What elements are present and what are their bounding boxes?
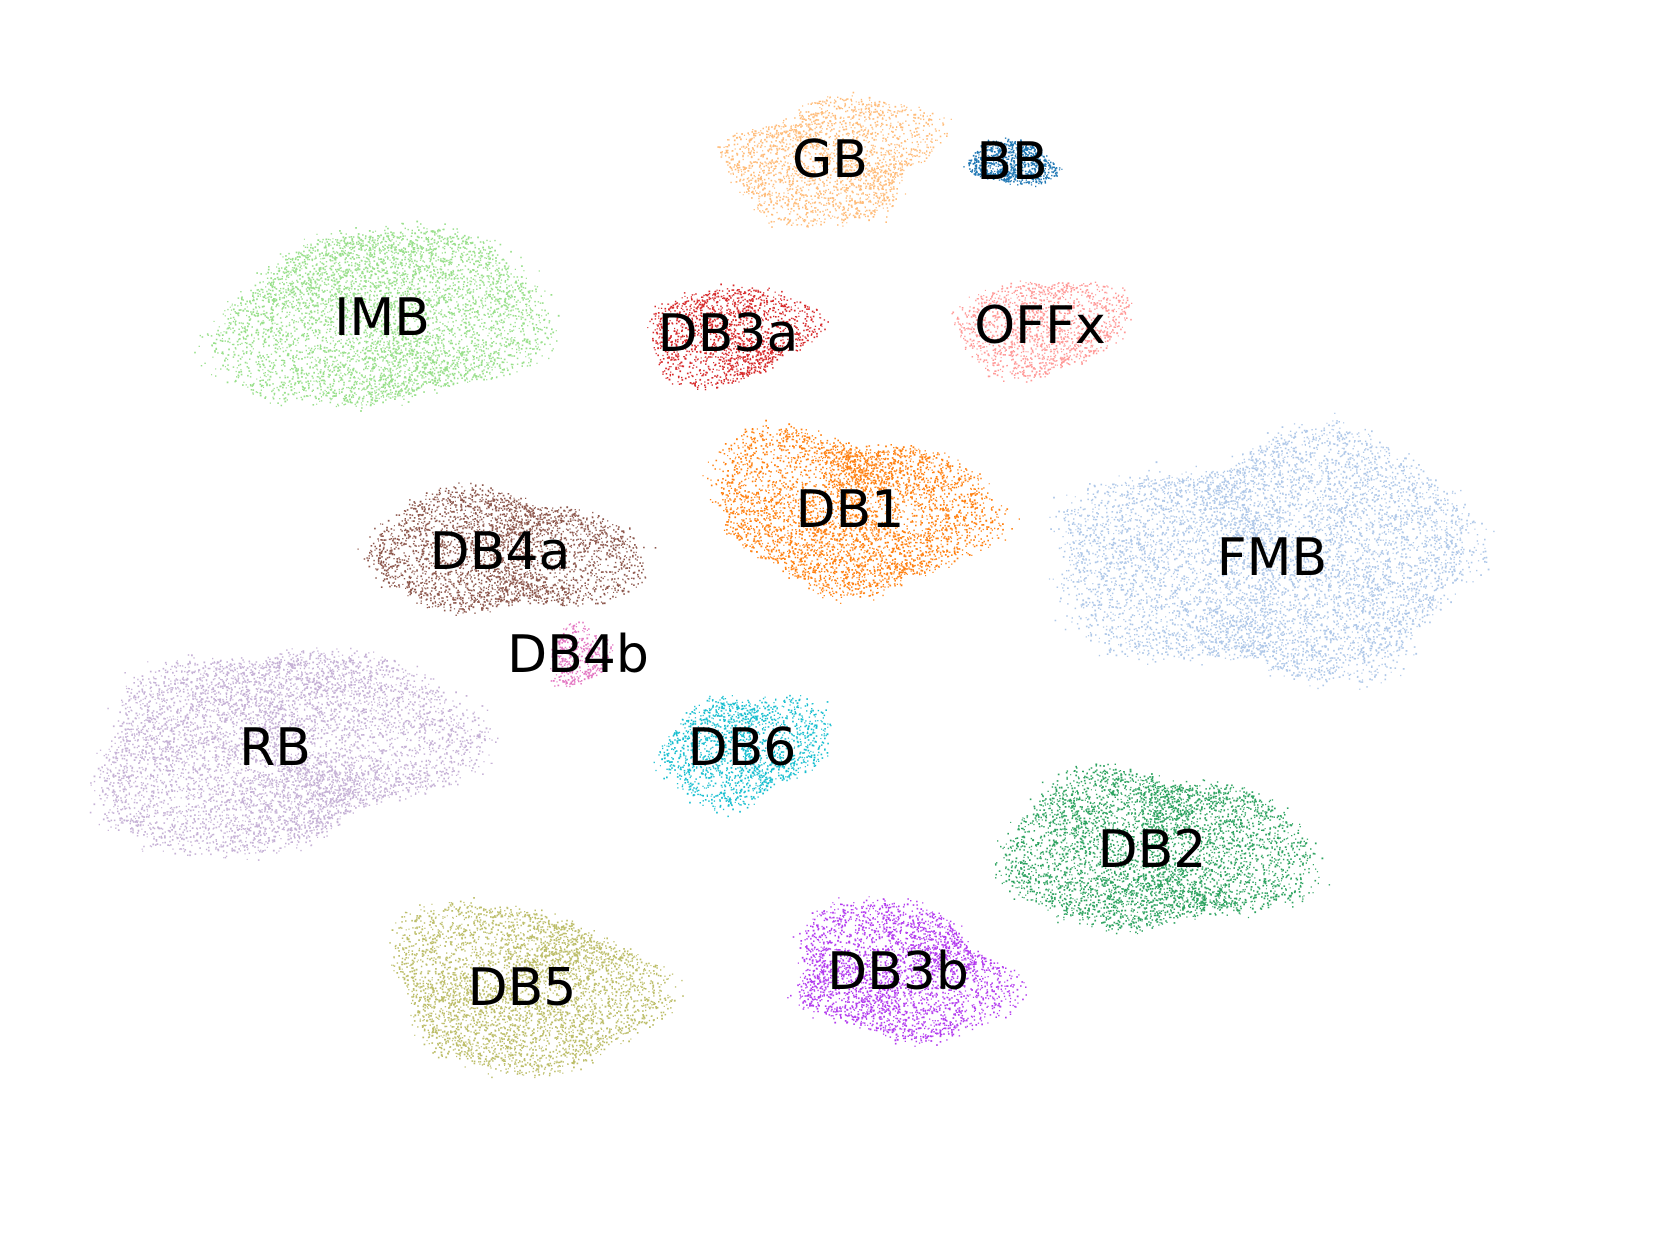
- cluster-label-db3a: DB3a: [658, 304, 799, 364]
- cluster-label-db6: DB6: [688, 718, 797, 778]
- cluster-label-db4b: DB4b: [507, 625, 649, 685]
- cluster-db3a-points: [647, 283, 829, 391]
- cluster-label-bb: BB: [976, 132, 1047, 192]
- cluster-label-rb: RB: [239, 718, 311, 778]
- cluster-label-db2: DB2: [1098, 820, 1207, 880]
- cluster-db4a-cloud: [357, 482, 657, 616]
- cluster-bb-cloud: [963, 137, 1063, 188]
- cluster-gb-cloud: [717, 91, 952, 228]
- cluster-label-db4a: DB4a: [430, 522, 571, 582]
- cluster-rb-cloud: [89, 647, 499, 861]
- cluster-db5-points: [389, 897, 684, 1079]
- cluster-gb-points: [717, 91, 952, 228]
- cluster-label-imb: IMB: [334, 288, 430, 348]
- cluster-db5-cloud: [389, 897, 684, 1079]
- cluster-label-gb: GB: [792, 130, 868, 190]
- cluster-imb-cloud: [194, 220, 560, 412]
- cluster-label-db1: DB1: [796, 480, 905, 540]
- scatter-points: [89, 91, 1495, 1079]
- cluster-db6-points: [653, 694, 832, 818]
- cluster-label-offx: OFFx: [974, 296, 1106, 356]
- cluster-label-fmb: FMB: [1217, 528, 1327, 588]
- cluster-db2-cloud: [994, 763, 1331, 935]
- cluster-label-db3b: DB3b: [827, 942, 969, 1002]
- cluster-bb-points: [963, 137, 1063, 188]
- cluster-fmb-cloud: [1048, 412, 1495, 690]
- cluster-db4a-points: [357, 482, 657, 616]
- cluster-db1-points: [702, 419, 1020, 604]
- cluster-db3b-points: [787, 896, 1027, 1047]
- cluster-offx-points: [951, 280, 1133, 383]
- cluster-db3a-cloud: [647, 283, 829, 391]
- cluster-rb-points: [89, 647, 499, 861]
- cluster-db6-cloud: [653, 694, 832, 818]
- cluster-imb-points: [194, 220, 560, 412]
- cluster-labels: GB BB IMB DB3a OFFx DB1 DB4a DB4b FMB RB DB6 DB2 DB5…: [239, 130, 1327, 1018]
- cluster-label-db5: DB5: [468, 958, 577, 1018]
- cluster-offx-cloud: [951, 280, 1133, 383]
- cluster-db1-cloud: [702, 419, 1020, 604]
- cluster-db3b-cloud: [787, 896, 1027, 1047]
- cluster-fmb-points: [1048, 412, 1495, 690]
- cluster-db2-points: [994, 763, 1331, 935]
